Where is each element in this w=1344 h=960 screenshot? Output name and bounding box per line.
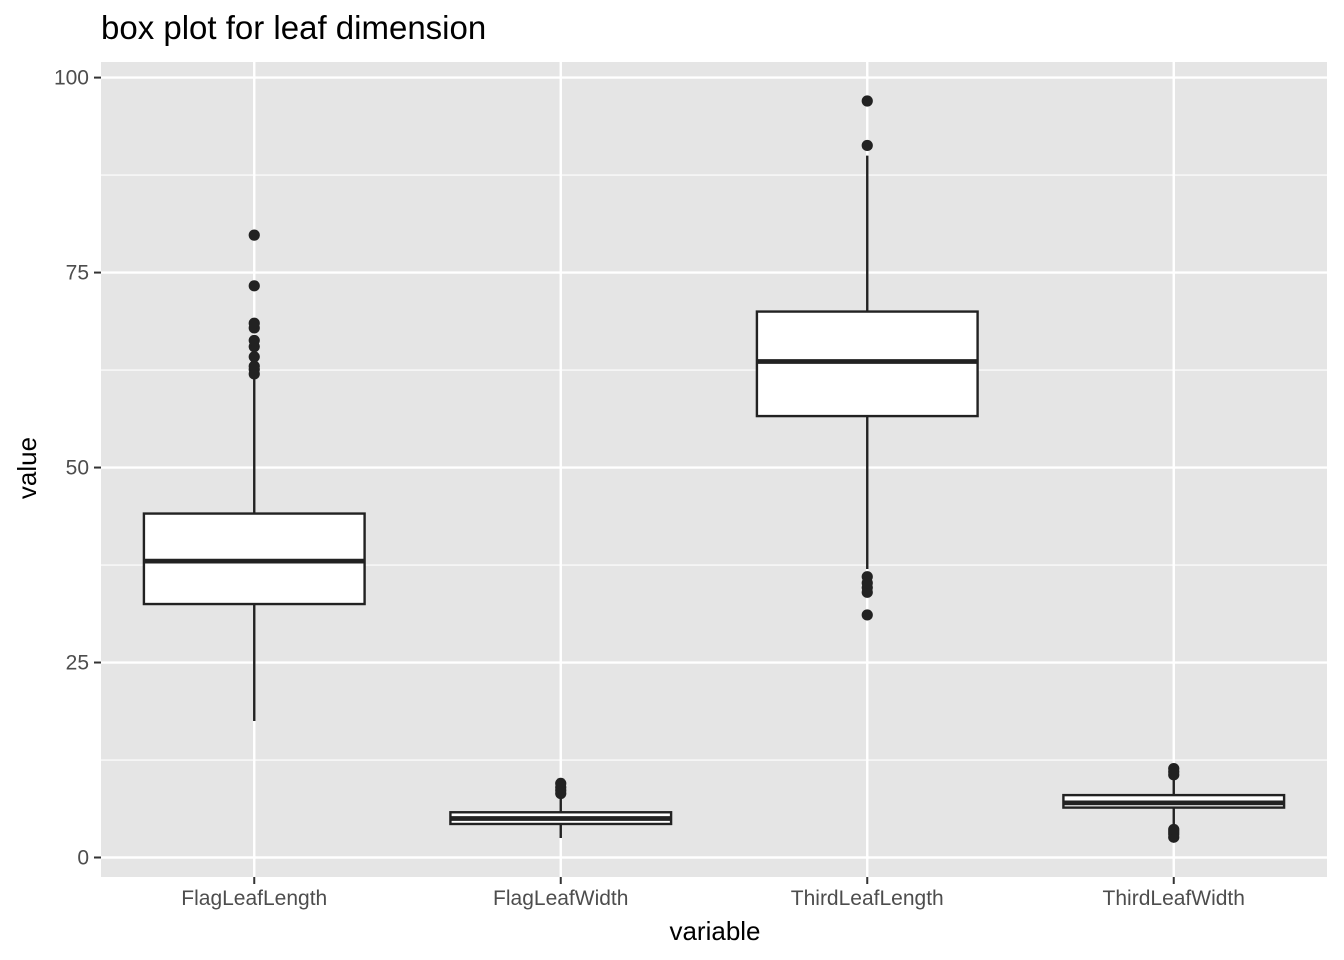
y-tick-label: 25 — [66, 652, 89, 675]
y-tick-label: 100 — [54, 67, 89, 90]
x-axis-title: variable — [669, 916, 760, 946]
outlier-point — [248, 334, 260, 347]
x-tick-label: ThirdLeafLength — [791, 887, 944, 910]
chart-title: box plot for leaf dimension — [101, 9, 486, 46]
box-FlagLeafLength — [142, 229, 366, 722]
outlier-point — [861, 139, 873, 152]
outlier-point — [1168, 762, 1180, 775]
outlier-point — [861, 95, 873, 107]
outlier-point — [248, 360, 260, 372]
panel-background — [101, 62, 1327, 877]
plot-panel — [101, 62, 1327, 877]
y-tick-label: 75 — [66, 262, 89, 285]
outlier-point — [248, 280, 260, 292]
outlier-point — [248, 229, 260, 241]
outlier-point — [248, 317, 260, 329]
x-tick-label: FlagLeafLength — [181, 887, 327, 910]
boxes — [142, 95, 1286, 843]
outlier-point — [248, 351, 260, 363]
y-axis-title: value — [12, 437, 42, 499]
x-tick-label: ThirdLeafWidth — [1103, 887, 1245, 910]
outlier-point — [555, 777, 567, 790]
box-ThirdLeafWidth — [1062, 762, 1286, 843]
outlier-point — [861, 571, 873, 583]
outlier-point — [861, 609, 873, 621]
x-tick-label: FlagLeafWidth — [493, 887, 628, 910]
axis-ticks: 0 25 50 75 100 FlagLeafLength FlagLeafWidth Thi… — [54, 67, 1245, 910]
box-FlagLeafWidth — [449, 777, 673, 839]
y-tick-label: 50 — [66, 457, 89, 480]
y-tick-label: 0 — [77, 847, 89, 870]
box-ThirdLeafLength — [755, 95, 979, 621]
outlier-point — [1168, 823, 1180, 836]
